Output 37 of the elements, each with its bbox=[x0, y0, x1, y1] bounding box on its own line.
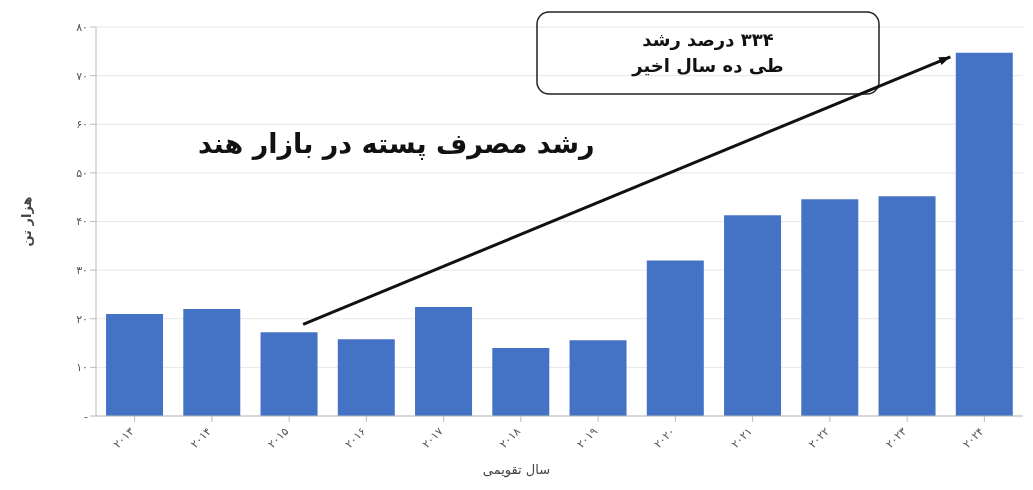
annotation: ۳۳۴ درصد رشد طی ده سال اخیر bbox=[630, 27, 785, 79]
bar bbox=[260, 332, 318, 416]
y-tick-label: ۸۰ bbox=[76, 20, 88, 34]
bar bbox=[646, 260, 704, 416]
bar bbox=[492, 347, 550, 416]
bar bbox=[337, 339, 395, 416]
x-tick-label: ۲۰۱۷ bbox=[419, 424, 446, 451]
bar bbox=[724, 215, 782, 416]
y-tick-label: ۲۰ bbox=[76, 312, 88, 326]
y-tick-label: ۷۰ bbox=[76, 69, 88, 83]
y-tick-label: ۱۰ bbox=[76, 361, 88, 375]
text: رشد مصرف پسته در بازار هند bbox=[198, 128, 595, 159]
x-tick-label: ۲۰۱۶ bbox=[342, 424, 369, 451]
x-tick-label: ۲۰۲۴ bbox=[960, 424, 987, 451]
bar bbox=[569, 340, 627, 416]
x-tick-label: ۲۰۱۵ bbox=[265, 424, 292, 451]
x-tick-label: ۲۰۱۳ bbox=[110, 424, 137, 451]
bar bbox=[106, 313, 164, 416]
y-tick-label: - bbox=[84, 409, 89, 423]
x-tick-label: ۲۰۱۸ bbox=[497, 424, 524, 451]
x-tick-label: ۲۰۱۹ bbox=[574, 424, 601, 451]
y-axis-title: هزار تن bbox=[18, 196, 34, 247]
y-tick-label: ۳۰ bbox=[76, 264, 88, 278]
y-tick-label: ۵۰ bbox=[76, 166, 88, 180]
x-tick-label: ۲۰۱۴ bbox=[188, 424, 215, 451]
bar bbox=[801, 199, 859, 416]
bar bbox=[415, 307, 473, 416]
x-axis-title: سال تقویمی bbox=[481, 462, 552, 477]
bar bbox=[183, 309, 241, 416]
x-tick-label: ۲۰۲۳ bbox=[883, 424, 910, 451]
x-tick-label: ۲۰۲۰ bbox=[651, 424, 678, 451]
x-tick-label: ۲۰۲۱ bbox=[728, 424, 755, 451]
x-tick-label: ۲۰۲۲ bbox=[806, 424, 833, 451]
bar bbox=[955, 52, 1013, 416]
bar bbox=[878, 196, 936, 416]
y-tick-label: ۶۰ bbox=[76, 118, 88, 132]
y-tick-label: ۴۰ bbox=[76, 215, 88, 229]
